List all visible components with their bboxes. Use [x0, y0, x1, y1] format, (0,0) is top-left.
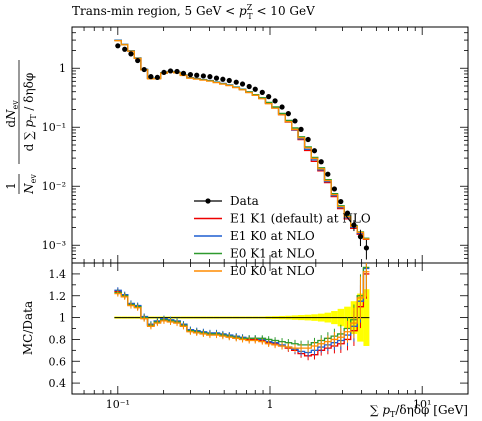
data-point: [154, 74, 160, 80]
data-point: [279, 104, 285, 110]
data-point: [135, 57, 141, 64]
data-point: [220, 76, 226, 82]
legend-label: E1 K0 at NLO: [230, 229, 315, 243]
y-axis-label-ratio: MC/Data: [21, 301, 35, 355]
data-point: [200, 73, 206, 79]
ratio-plot-panel: 10⁻¹ 1 10¹ 1.4 1.2 1 0.8 0.6 0.4: [49, 262, 469, 411]
data-point: [252, 86, 258, 92]
main-plot-panel: 1 10⁻¹ 10⁻² 10⁻³: [42, 26, 469, 264]
data-point: [233, 79, 239, 85]
data-point: [174, 68, 180, 75]
ratio-plot-frame: [71, 262, 469, 395]
x-tick-label: 10¹: [413, 398, 431, 411]
legend: Data E1 K1 (default) at NLO E1 K0 at NLO E0…: [194, 194, 371, 278]
data-point: [207, 74, 213, 80]
legend-label: Data: [230, 194, 259, 208]
data-point: [351, 222, 357, 228]
x-tick-label: 1: [267, 398, 274, 411]
data-point: [115, 43, 121, 49]
data-point: [298, 126, 304, 132]
y-tick-label: 10⁻³: [42, 239, 66, 252]
main-plot-frame: [71, 26, 469, 264]
data-point: [331, 186, 338, 192]
ratio-y-tick-label: 0.8: [49, 333, 67, 346]
data-point: [363, 245, 370, 251]
data-point: [272, 98, 278, 104]
data-point: [285, 111, 291, 117]
legend-label: E0 K0 at NLO: [230, 264, 315, 278]
data-point: [226, 77, 232, 84]
svg-text:1 Nev: 1 Nev: [4, 174, 38, 195]
y-tick-label: 10⁻²: [42, 180, 66, 193]
data-point: [292, 118, 298, 124]
data-point: [311, 148, 318, 154]
data-point: [194, 72, 200, 78]
y-tick-label: 10⁻¹: [42, 121, 66, 134]
series-line: [114, 39, 370, 240]
data-point: [239, 81, 246, 87]
data-point: [266, 94, 272, 100]
data-point: [141, 66, 147, 73]
y-axis-label-main: 1 Nev dNev d ∑ pT / δηδφ: [4, 60, 38, 195]
ratio-series-line: [114, 271, 370, 349]
data-point: [338, 198, 344, 205]
data-point: [187, 72, 194, 78]
data-point: [259, 89, 265, 95]
legend-swatch-marker: [205, 198, 211, 204]
legend-label: E1 K1 (default) at NLO: [230, 212, 371, 226]
svg-text:dNev d ∑ pT / δηδφ: dNev d ∑ pT / δηδφ: [4, 73, 38, 152]
x-tick-label: 10⁻¹: [106, 398, 130, 411]
chart-title: Trans-min region, 5 GeV < pZ T < 10 GeV: [72, 3, 315, 21]
ratio-y-tick-label: 0.4: [49, 377, 67, 390]
data-point: [161, 69, 167, 76]
y-tick-label: 1: [59, 62, 66, 75]
legend-label: E0 K1 at NLO: [230, 247, 315, 261]
series-line: [114, 39, 370, 240]
data-point: [167, 68, 174, 74]
data-point: [213, 75, 220, 81]
data-point: [180, 70, 187, 76]
x-axis-label: ∑ pT/δηδφ [GeV]: [370, 403, 468, 419]
data-point: [318, 159, 324, 165]
series-line: [114, 40, 370, 240]
data-point: [122, 46, 128, 52]
ratio-y-tick-label: 1.2: [49, 290, 67, 303]
data-point: [325, 171, 331, 177]
data-point: [128, 51, 134, 57]
data-point: [344, 210, 351, 216]
ratio-y-tick-label: 0.6: [49, 355, 67, 368]
data-point: [305, 136, 311, 143]
ratio-series-line: [114, 266, 370, 346]
data-point: [148, 74, 154, 80]
ratio-y-tick-label: 1: [59, 312, 66, 325]
data-point: [357, 234, 364, 240]
ratio-y-tick-label: 1.4: [49, 268, 67, 281]
series-line: [114, 39, 370, 239]
data-point: [246, 83, 252, 90]
